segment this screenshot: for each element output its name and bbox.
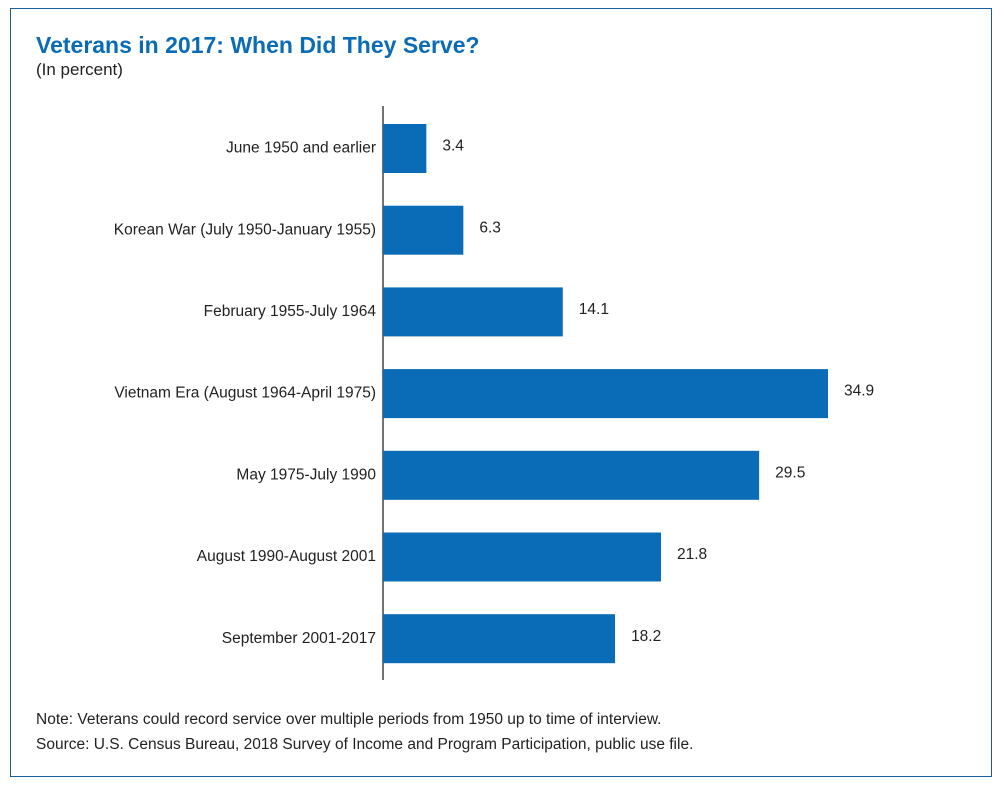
chart-title: Veterans in 2017: When Did They Serve? [36,32,480,58]
value-label: 18.2 [631,628,661,645]
bar [383,205,464,255]
bar [383,532,661,582]
value-label: 14.1 [579,301,609,318]
bar [383,369,828,419]
footnote: Note: Veterans could record service over… [36,711,662,728]
value-label: 29.5 [775,464,805,481]
category-label: August 1990-August 2001 [197,548,376,565]
chart-frame [10,8,992,777]
category-label: Vietnam Era (August 1964-April 1975) [114,385,376,402]
bar [383,287,563,337]
bar [383,124,427,173]
category-label: February 1955-July 1964 [204,303,377,320]
value-label: 3.4 [442,138,464,155]
bar [383,614,616,664]
chart-subtitle: (In percent) [36,60,123,79]
value-label: 34.9 [844,383,874,400]
category-label: June 1950 and earlier [226,140,376,157]
bar [383,450,760,500]
value-label: 6.3 [479,219,501,236]
category-label: May 1975-July 1990 [236,466,376,483]
category-label: September 2001-2017 [222,630,376,647]
value-label: 21.8 [677,546,707,563]
source-note: Source: U.S. Census Bureau, 2018 Survey … [36,736,694,753]
category-label: Korean War (July 1950-January 1955) [114,221,376,238]
